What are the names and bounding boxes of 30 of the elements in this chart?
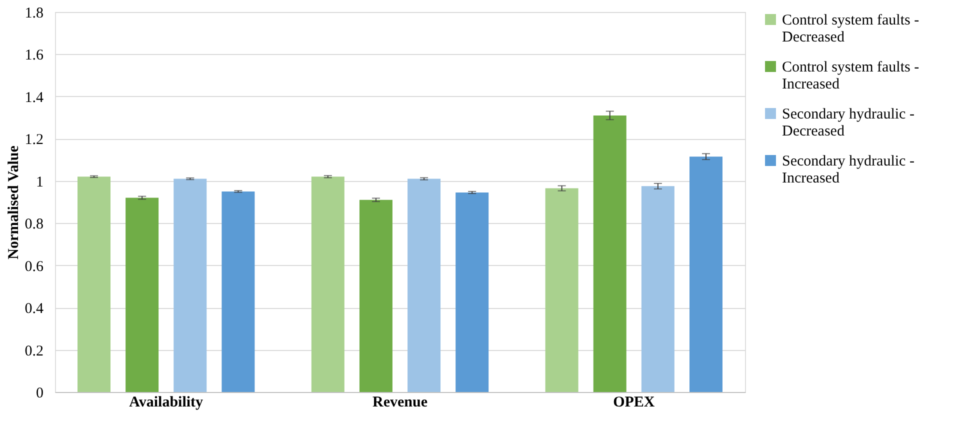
legend-label: Secondary hydraulic - Decreased: [782, 106, 914, 140]
bar: [311, 176, 344, 392]
y-tick-label: 0: [36, 386, 44, 402]
y-tick-label: 0.2: [24, 343, 44, 360]
y-tick-label: 1: [36, 174, 44, 190]
legend-label: Control system faults - Increased: [782, 60, 920, 92]
bar: [545, 188, 578, 392]
y-tick-label: 1.4: [24, 90, 44, 106]
bar: [456, 192, 489, 392]
y-tick-label: 0.4: [24, 301, 44, 318]
y-tick-label: 0.8: [24, 216, 44, 233]
legend-label: Secondary hydraulic - Increased: [782, 154, 914, 186]
bar: [78, 176, 111, 392]
bar: [126, 198, 159, 392]
bar: [174, 178, 207, 392]
x-tick-label: OPEX: [613, 394, 655, 410]
y-axis-title: Normalised Value: [6, 145, 22, 260]
bar: [408, 178, 441, 392]
y-tick-label: 1.2: [24, 132, 44, 148]
legend-label: Control system faults - Decreased: [782, 12, 920, 46]
y-tick-label: 1.6: [24, 48, 44, 64]
bar: [689, 156, 722, 392]
x-tick-label: Revenue: [372, 394, 428, 410]
bar: [222, 191, 255, 392]
y-tick-label: 1.8: [24, 6, 44, 22]
bar: [593, 115, 626, 392]
bar: [641, 186, 674, 392]
bar: [359, 200, 392, 392]
x-tick-label: Availability: [129, 394, 204, 410]
y-tick-label: 0.6: [24, 258, 44, 275]
